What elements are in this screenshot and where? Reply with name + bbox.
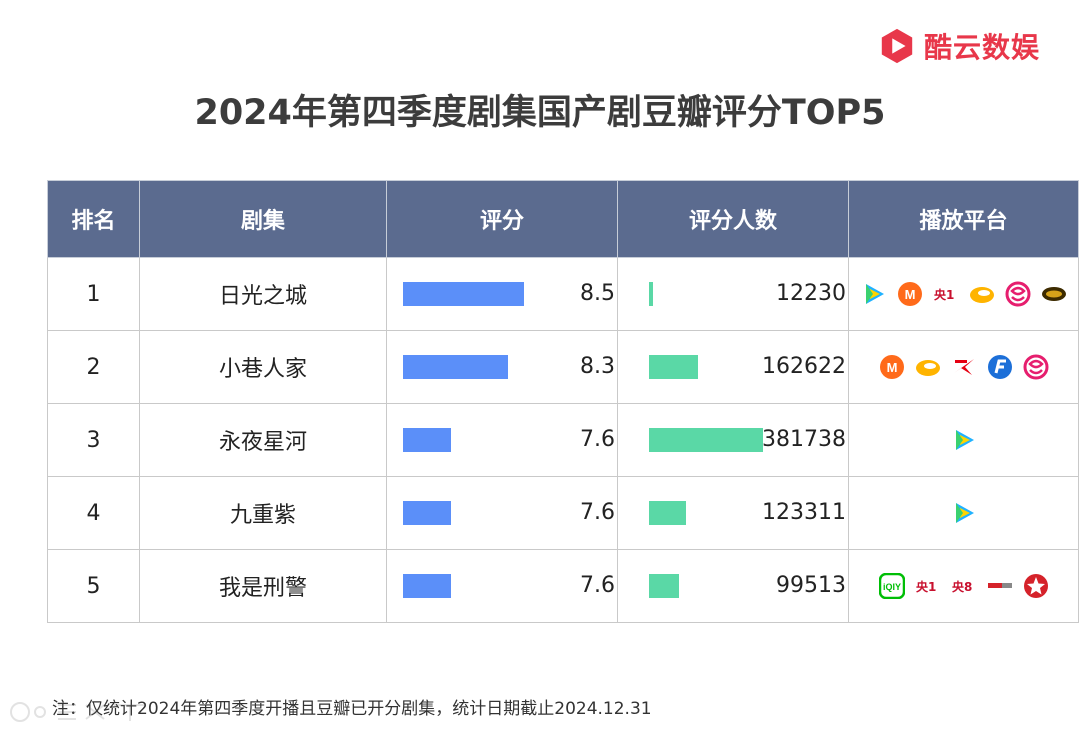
rank-cell: 5: [47, 549, 140, 623]
header-votes: 评分人数: [617, 180, 849, 258]
rank-cell: 4: [47, 476, 140, 550]
header-drama: 剧集: [139, 180, 387, 258]
tencent-video-icon: [861, 281, 887, 307]
score-cell: 7.6: [386, 403, 618, 477]
dragon-tv-icon: [1005, 281, 1031, 307]
score-cell: 8.5: [386, 257, 618, 331]
platforms-cell: iQIY 央1 央8: [848, 549, 1079, 623]
brand-name: 酷云数娱: [924, 31, 1041, 64]
score-bar: [403, 501, 451, 525]
cctv8-icon: 央8: [951, 573, 977, 599]
votes-bar: [649, 282, 653, 306]
platforms-cell: M 央1: [848, 257, 1079, 331]
votes-value: 123311: [762, 500, 846, 525]
dragon-tv-icon: [1023, 354, 1049, 380]
header-platforms: 播放平台: [848, 180, 1079, 258]
cctv1-icon: 央1: [933, 281, 959, 307]
dongfang-star-icon: [1023, 573, 1049, 599]
platform-icons: M 央1: [849, 258, 1078, 330]
score-cell: 8.3: [386, 330, 618, 404]
votes-cell: 12230: [617, 257, 849, 331]
svg-text:央1: 央1: [934, 287, 954, 302]
platform-icons: iQIY 央1 央8: [849, 550, 1078, 622]
score-bar: [403, 355, 508, 379]
drama-name-cell: 我是刑警: [139, 549, 387, 623]
votes-value: 381738: [762, 427, 846, 452]
kuyun-logo-icon: [881, 28, 913, 64]
table-row: 4 九重紫 7.6 123311: [47, 476, 1079, 550]
votes-bar: [649, 428, 763, 452]
rank-cell: 1: [47, 257, 140, 331]
table-header-row: 排名 剧集 评分 评分人数 播放平台: [47, 180, 1079, 258]
votes-bar: [649, 501, 686, 525]
guangdong-tv-icon: [951, 354, 977, 380]
page-title: 2024年第四季度剧集国产剧豆瓣评分TOP5: [194, 93, 886, 133]
svg-text:央8: 央8: [952, 579, 972, 594]
svg-text:央1: 央1: [916, 579, 936, 594]
svg-text:iQIY: iQIY: [882, 582, 900, 592]
score-bar: [403, 282, 524, 306]
mango-tv-icon: M: [879, 354, 905, 380]
platforms-cell: [848, 403, 1079, 477]
mango-tv-icon: M: [897, 281, 923, 307]
platforms-cell: [848, 476, 1079, 550]
table-row: 1 日光之城 8.5 12230 M 央1: [47, 257, 1079, 331]
votes-value: 99513: [776, 573, 846, 598]
votes-bar: [649, 574, 679, 598]
iqiyi-icon: iQIY: [878, 573, 905, 599]
score-bar: [403, 428, 451, 452]
score-value: 7.6: [580, 573, 615, 598]
votes-bar: [649, 355, 698, 379]
btv-icon: [987, 573, 1013, 599]
drama-name-cell: 永夜星河: [139, 403, 387, 477]
svg-text:M: M: [886, 360, 897, 375]
score-value: 8.5: [580, 281, 615, 306]
table-row: 2 小巷人家 8.3 162622 M: [47, 330, 1079, 404]
rank-cell: 3: [47, 403, 140, 477]
drama-name-cell: 九重紫: [139, 476, 387, 550]
rank-cell: 2: [47, 330, 140, 404]
watermark-icon: [10, 702, 146, 722]
gold-eagle-icon: [915, 354, 941, 380]
table-row: 5 我是刑警 7.6 99513 iQIY 央1 央8: [47, 549, 1079, 623]
score-value: 7.6: [580, 500, 615, 525]
tencent-video-icon: [951, 427, 977, 453]
gold-eagle-icon: [969, 281, 995, 307]
score-cell: 7.6: [386, 549, 618, 623]
drama-name-cell: 小巷人家: [139, 330, 387, 404]
drama-name-cell: 日光之城: [139, 257, 387, 331]
svg-text:M: M: [904, 287, 915, 302]
score-value: 7.6: [580, 427, 615, 452]
jiangsu-tv-icon: [1041, 281, 1067, 307]
header-rank: 排名: [47, 180, 140, 258]
votes-cell: 99513: [617, 549, 849, 623]
platform-icons: [849, 404, 1078, 476]
header-score: 评分: [386, 180, 618, 258]
ranking-table: 排名 剧集 评分 评分人数 播放平台 1 日光之城 8.5 12230 M 央1 …: [47, 180, 1079, 623]
votes-cell: 162622: [617, 330, 849, 404]
score-bar: [403, 574, 451, 598]
cctv1-icon: 央1: [915, 573, 941, 599]
platforms-cell: M: [848, 330, 1079, 404]
votes-cell: 123311: [617, 476, 849, 550]
table-row: 3 永夜星河 7.6 381738: [47, 403, 1079, 477]
score-value: 8.3: [580, 354, 615, 379]
platform-icons: M: [849, 331, 1078, 403]
platform-icons: [849, 477, 1078, 549]
footnote: 注：仅统计2024年第四季度开播且豆瓣已开分剧集，统计日期截止2024.12.3…: [52, 699, 652, 719]
votes-value: 12230: [776, 281, 846, 306]
zhejiang-tv-icon: [987, 354, 1013, 380]
score-cell: 7.6: [386, 476, 618, 550]
tencent-video-icon: [951, 500, 977, 526]
brand: 酷云数娱: [878, 24, 1040, 68]
votes-value: 162622: [762, 354, 846, 379]
votes-cell: 381738: [617, 403, 849, 477]
